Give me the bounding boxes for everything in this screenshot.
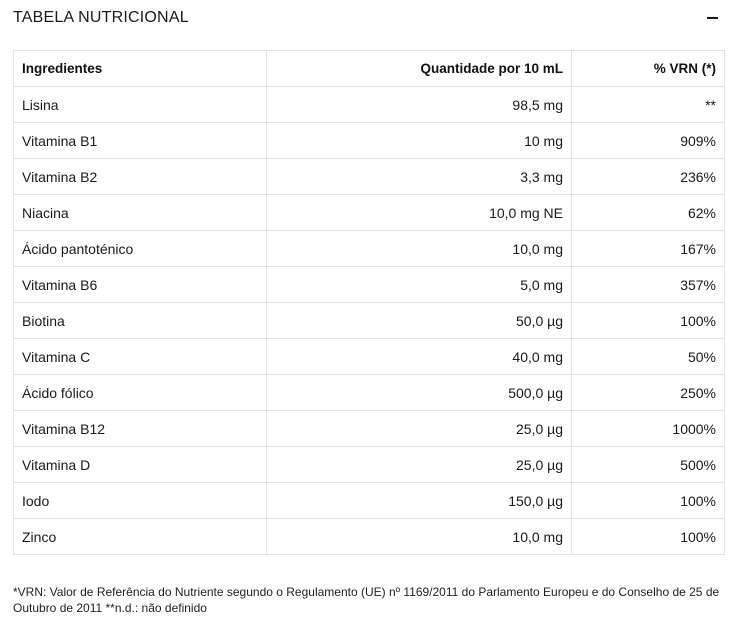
quantity-cell: 40,0 mg <box>266 338 572 375</box>
vrn-cell: 50% <box>571 338 725 375</box>
vrn-cell: 500% <box>571 446 725 483</box>
ingredient-cell: Vitamina B1 <box>13 122 267 159</box>
table-row: Ácido pantoténico 10,0 mg 167% <box>13 230 725 267</box>
quantity-cell: 500,0 µg <box>266 374 572 411</box>
quantity-cell: 10 mg <box>266 122 572 159</box>
table-row: Zinco 10,0 mg 100% <box>13 518 725 555</box>
ingredient-cell: Biotina <box>13 302 267 339</box>
section-header[interactable]: TABELA NUTRICIONAL <box>13 0 725 36</box>
table-row: Biotina 50,0 µg 100% <box>13 302 725 339</box>
column-header-vrn: % VRN (*) <box>571 50 725 87</box>
ingredient-cell: Niacina <box>13 194 267 231</box>
vrn-cell: 167% <box>571 230 725 267</box>
column-header-ingredients: Ingredientes <box>13 50 267 87</box>
table-header-row: Ingredientes Quantidade por 10 mL % VRN … <box>13 50 725 87</box>
section-title: TABELA NUTRICIONAL <box>13 9 189 26</box>
footnote: *VRN: Valor de Referência do Nutriente s… <box>13 585 720 615</box>
table-row: Lisina 98,5 mg ** <box>13 86 725 123</box>
ingredient-cell: Zinco <box>13 518 267 555</box>
quantity-cell: 50,0 µg <box>266 302 572 339</box>
quantity-cell: 10,0 mg <box>266 230 572 267</box>
table-row: Iodo 150,0 µg 100% <box>13 482 725 519</box>
quantity-cell: 5,0 mg <box>266 266 572 303</box>
vrn-cell: 100% <box>571 518 725 555</box>
ingredient-cell: Ácido fólico <box>13 374 267 411</box>
vrn-cell: 250% <box>571 374 725 411</box>
quantity-cell: 10,0 mg <box>266 518 572 555</box>
table-row: Vitamina B2 3,3 mg 236% <box>13 158 725 195</box>
quantity-cell: 150,0 µg <box>266 482 572 519</box>
vrn-cell: 236% <box>571 158 725 195</box>
quantity-cell: 25,0 µg <box>266 446 572 483</box>
table-row: Vitamina C 40,0 mg 50% <box>13 338 725 375</box>
vrn-cell: 1000% <box>571 410 725 447</box>
vrn-cell: 357% <box>571 266 725 303</box>
table-row: Niacina 10,0 mg NE 62% <box>13 194 725 231</box>
table-row: Vitamina B1 10 mg 909% <box>13 122 725 159</box>
ingredient-cell: Ácido pantoténico <box>13 230 267 267</box>
ingredient-cell: Vitamina D <box>13 446 267 483</box>
column-header-quantity: Quantidade por 10 mL <box>266 50 572 87</box>
ingredient-cell: Vitamina B6 <box>13 266 267 303</box>
quantity-cell: 3,3 mg <box>266 158 572 195</box>
nutrition-table: Ingredientes Quantidade por 10 mL % VRN … <box>13 50 725 555</box>
vrn-cell: 100% <box>571 482 725 519</box>
quantity-cell: 10,0 mg NE <box>266 194 572 231</box>
ingredient-cell: Lisina <box>13 86 267 123</box>
ingredient-cell: Vitamina B12 <box>13 410 267 447</box>
ingredient-cell: Iodo <box>13 482 267 519</box>
vrn-cell: 62% <box>571 194 725 231</box>
ingredient-cell: Vitamina B2 <box>13 158 267 195</box>
table-row: Vitamina D 25,0 µg 500% <box>13 446 725 483</box>
quantity-cell: 98,5 mg <box>266 86 572 123</box>
ingredient-cell: Vitamina C <box>13 338 267 375</box>
table-row: Ácido fólico 500,0 µg 250% <box>13 374 725 411</box>
vrn-cell: 909% <box>571 122 725 159</box>
vrn-cell: 100% <box>571 302 725 339</box>
minus-icon[interactable] <box>701 7 723 29</box>
table-row: Vitamina B6 5,0 mg 357% <box>13 266 725 303</box>
quantity-cell: 25,0 µg <box>266 410 572 447</box>
table-row: Vitamina B12 25,0 µg 1000% <box>13 410 725 447</box>
vrn-cell: ** <box>571 86 725 123</box>
